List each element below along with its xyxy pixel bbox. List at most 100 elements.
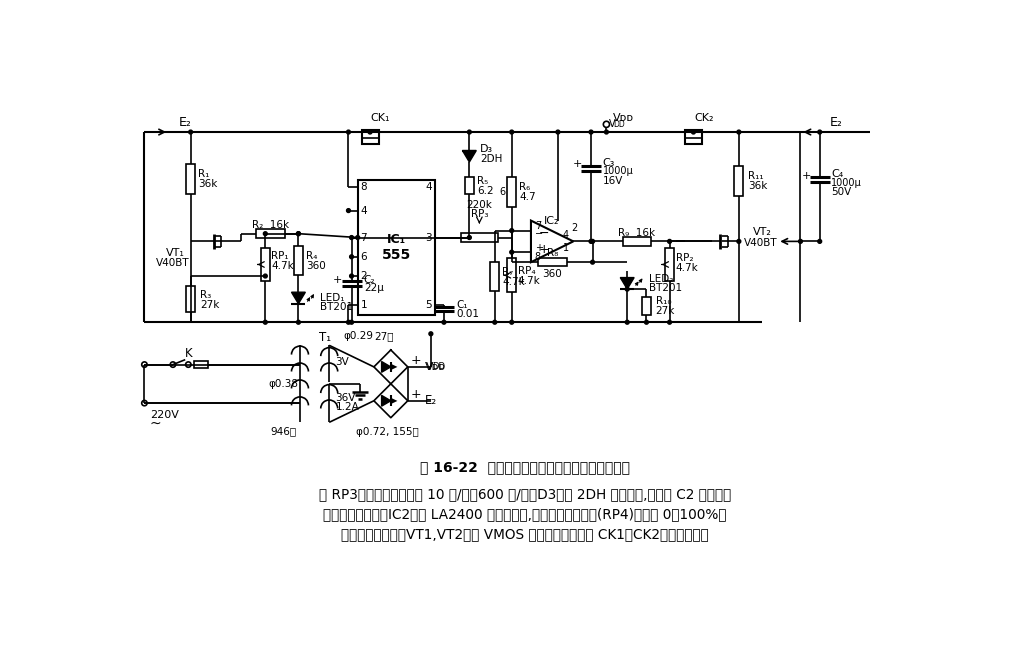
Text: LED₁: LED₁: [319, 293, 344, 303]
Text: 27k: 27k: [655, 306, 675, 316]
Text: Vᴅᴅ: Vᴅᴅ: [612, 113, 634, 124]
Text: φ0.72, 155匹: φ0.72, 155匹: [356, 426, 419, 436]
Circle shape: [349, 320, 353, 324]
Text: +: +: [535, 243, 543, 253]
Text: RP₂: RP₂: [676, 254, 693, 264]
Text: 360: 360: [306, 261, 326, 271]
Circle shape: [493, 320, 497, 324]
Text: R₈: R₈: [547, 248, 558, 258]
Text: DD: DD: [613, 120, 625, 129]
Text: 220k: 220k: [467, 200, 493, 210]
Text: 4: 4: [360, 206, 368, 216]
Circle shape: [188, 130, 193, 134]
Text: V40BT: V40BT: [156, 258, 189, 268]
Circle shape: [591, 240, 595, 243]
Text: 27匹: 27匹: [374, 331, 393, 341]
Text: 2: 2: [360, 271, 368, 281]
Circle shape: [644, 320, 648, 324]
Circle shape: [589, 240, 593, 243]
Text: −: −: [535, 230, 543, 240]
Bar: [186, 286, 196, 312]
Text: φ0.29: φ0.29: [343, 331, 373, 341]
Circle shape: [297, 320, 300, 324]
Circle shape: [818, 130, 821, 134]
Text: E₂: E₂: [178, 116, 191, 129]
Circle shape: [297, 232, 300, 236]
Text: 4: 4: [562, 230, 568, 240]
Text: VT₂: VT₂: [753, 227, 771, 237]
Text: 节 RP3改变频率。频率为 10 次/分～600 次/分。D3采用 2DH 型恒流管,以保证 C2 的充电锯: 节 RP3改变频率。频率为 10 次/分～600 次/分。D3采用 2DH 型恒…: [318, 487, 731, 501]
Text: 3V: 3V: [336, 357, 349, 367]
Circle shape: [691, 130, 695, 134]
Circle shape: [589, 130, 593, 134]
Text: 图 16-22  频率和占空比均可调的电子治疗仪电路: 图 16-22 频率和占空比均可调的电子治疗仪电路: [420, 460, 630, 474]
Circle shape: [668, 320, 672, 324]
Circle shape: [668, 240, 672, 243]
Bar: [195, 361, 208, 369]
Circle shape: [510, 228, 514, 232]
Circle shape: [170, 362, 175, 367]
Bar: [507, 177, 516, 207]
Circle shape: [603, 122, 609, 127]
Bar: [361, 131, 379, 144]
Text: +: +: [802, 171, 811, 181]
Text: +: +: [411, 354, 422, 367]
Text: 8: 8: [535, 252, 541, 262]
Bar: [734, 166, 743, 196]
Text: 8: 8: [360, 183, 368, 193]
Text: K: K: [184, 347, 193, 361]
Text: 36V: 36V: [336, 392, 355, 402]
Text: DD: DD: [432, 363, 445, 371]
Text: 2: 2: [571, 222, 578, 232]
Circle shape: [556, 130, 560, 134]
Text: 4.7k: 4.7k: [503, 277, 525, 287]
Text: 946匹: 946匹: [270, 426, 296, 436]
Text: 36k: 36k: [749, 181, 767, 191]
Text: E₂: E₂: [425, 394, 437, 407]
Circle shape: [263, 232, 267, 236]
Circle shape: [141, 400, 147, 406]
Circle shape: [349, 274, 353, 278]
Circle shape: [626, 288, 629, 291]
Text: 6: 6: [360, 252, 368, 262]
Circle shape: [467, 130, 471, 134]
Circle shape: [141, 362, 147, 367]
Bar: [538, 258, 566, 266]
Circle shape: [510, 320, 514, 324]
Circle shape: [349, 236, 353, 240]
Circle shape: [355, 236, 359, 240]
Circle shape: [626, 320, 629, 324]
Text: R₂  16k: R₂ 16k: [252, 220, 289, 230]
Text: 7: 7: [360, 232, 368, 242]
Text: +: +: [539, 242, 549, 256]
Bar: [665, 248, 674, 282]
Text: 1: 1: [562, 242, 568, 252]
Bar: [642, 297, 651, 315]
Text: RP₃: RP₃: [471, 209, 488, 219]
Polygon shape: [382, 395, 391, 406]
Circle shape: [737, 240, 740, 243]
Text: 2DH: 2DH: [480, 154, 503, 164]
Text: CK₂: CK₂: [694, 113, 714, 124]
Text: 555: 555: [382, 248, 411, 262]
Text: RP₄: RP₄: [518, 266, 536, 276]
Text: R₁₀: R₁₀: [655, 296, 672, 306]
Bar: [357, 180, 435, 315]
Text: 0.01: 0.01: [457, 309, 479, 319]
Text: +: +: [573, 159, 583, 169]
Bar: [507, 258, 516, 292]
Text: 16V: 16V: [602, 175, 623, 185]
Text: 22μ: 22μ: [364, 284, 384, 293]
Text: IC₂: IC₂: [544, 216, 559, 226]
Bar: [490, 262, 500, 291]
Text: 1000μ: 1000μ: [602, 166, 633, 177]
Circle shape: [263, 320, 267, 324]
Text: 27k: 27k: [200, 299, 219, 309]
Polygon shape: [531, 220, 573, 262]
Bar: [465, 177, 474, 195]
Text: C₁: C₁: [457, 300, 468, 310]
Circle shape: [263, 274, 267, 278]
Bar: [186, 165, 196, 194]
Text: C₃: C₃: [602, 158, 615, 168]
Circle shape: [368, 130, 372, 134]
